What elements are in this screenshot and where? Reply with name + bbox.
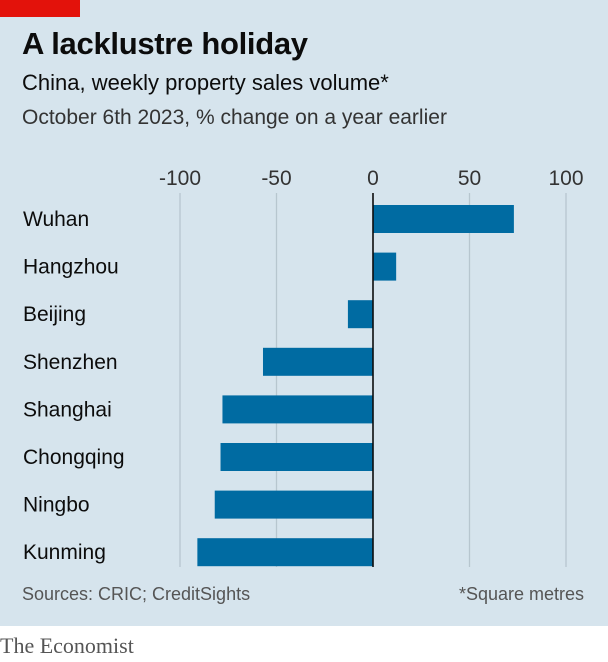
- bar-ningbo: [214, 490, 373, 519]
- footnote: *Square metres: [458, 584, 584, 604]
- chart-subtitle: China, weekly property sales volume*: [22, 70, 389, 95]
- category-label: Chongqing: [23, 446, 125, 469]
- chart-date-note: October 6th 2023, % change on a year ear…: [22, 106, 447, 129]
- category-label: Kunming: [23, 541, 106, 564]
- bar-hangzhou: [373, 252, 397, 281]
- bar-chart: -100 -50 0 50 100 Wuhan Hangzhou Beijing Shenzh…: [23, 167, 584, 567]
- bar-beijing: [347, 300, 373, 329]
- bar-wuhan: [373, 205, 514, 233]
- x-tick-label: -100: [159, 167, 201, 190]
- x-tick-label: 50: [458, 167, 481, 190]
- chart-title: A lacklustre holiday: [22, 26, 308, 61]
- chart-card: A lacklustre holiday China, weekly prope…: [0, 0, 608, 626]
- bars: [197, 205, 514, 567]
- bar-chongqing: [220, 443, 373, 471]
- bar-shenzhen: [262, 347, 373, 376]
- category-label: Shenzhen: [23, 351, 118, 374]
- category-labels: Wuhan Hangzhou Beijing Shenzhen Shanghai Chon…: [23, 208, 125, 564]
- economist-logo-text: The Economist: [0, 633, 134, 658]
- source-note: Sources: CRIC; CreditSights: [22, 584, 251, 604]
- category-label: Ningbo: [23, 494, 90, 517]
- bar-shanghai: [222, 395, 373, 424]
- category-label: Hangzhou: [23, 256, 119, 279]
- x-tick-label: 0: [367, 167, 379, 190]
- x-tick-label: 100: [548, 167, 583, 190]
- category-label: Wuhan: [23, 208, 89, 231]
- brand-tag: [0, 0, 80, 17]
- x-tick-label: -50: [261, 167, 291, 190]
- x-axis-tick-labels: -100 -50 0 50 100: [159, 167, 584, 190]
- bar-kunming: [197, 538, 373, 567]
- category-label: Beijing: [23, 303, 86, 326]
- category-label: Shanghai: [23, 398, 112, 421]
